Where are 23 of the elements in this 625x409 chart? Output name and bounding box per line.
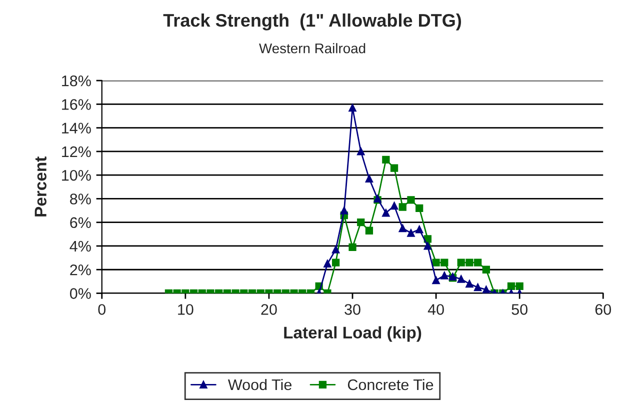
x-tick-label: 40 — [428, 304, 444, 315]
y-tick-label: 10% — [62, 170, 91, 181]
chart-title: Track Strength (1" Allowable DTG) — [163, 14, 462, 30]
y-tick-label: 4% — [70, 240, 91, 252]
x-tick-label: 50 — [512, 304, 528, 315]
y-axis-title: Percent — [34, 156, 46, 216]
y-tick-label: 0% — [70, 288, 91, 299]
x-tick-label: 20 — [261, 304, 277, 315]
y-tick-label: 6% — [70, 217, 91, 228]
x-tick-label: 60 — [595, 304, 612, 315]
legend-label: Concrete Tie — [348, 378, 434, 390]
y-tick-label: 16% — [62, 99, 91, 110]
y-tick-label: 12% — [62, 146, 91, 158]
x-tick-label: 0 — [98, 304, 106, 315]
x-axis-title: Lateral Load (kip) — [284, 326, 422, 342]
x-tick-label: 30 — [344, 304, 360, 315]
y-tick-label: 2% — [70, 264, 91, 276]
y-tick-label: 8% — [70, 194, 91, 204]
x-tick-label: 10 — [178, 304, 194, 315]
y-tick-label: 14% — [62, 122, 91, 134]
legend-label: Wood Tie — [228, 378, 292, 390]
y-tick-label: 18% — [62, 75, 91, 86]
chart-subtitle: Western Railroad — [259, 43, 366, 54]
